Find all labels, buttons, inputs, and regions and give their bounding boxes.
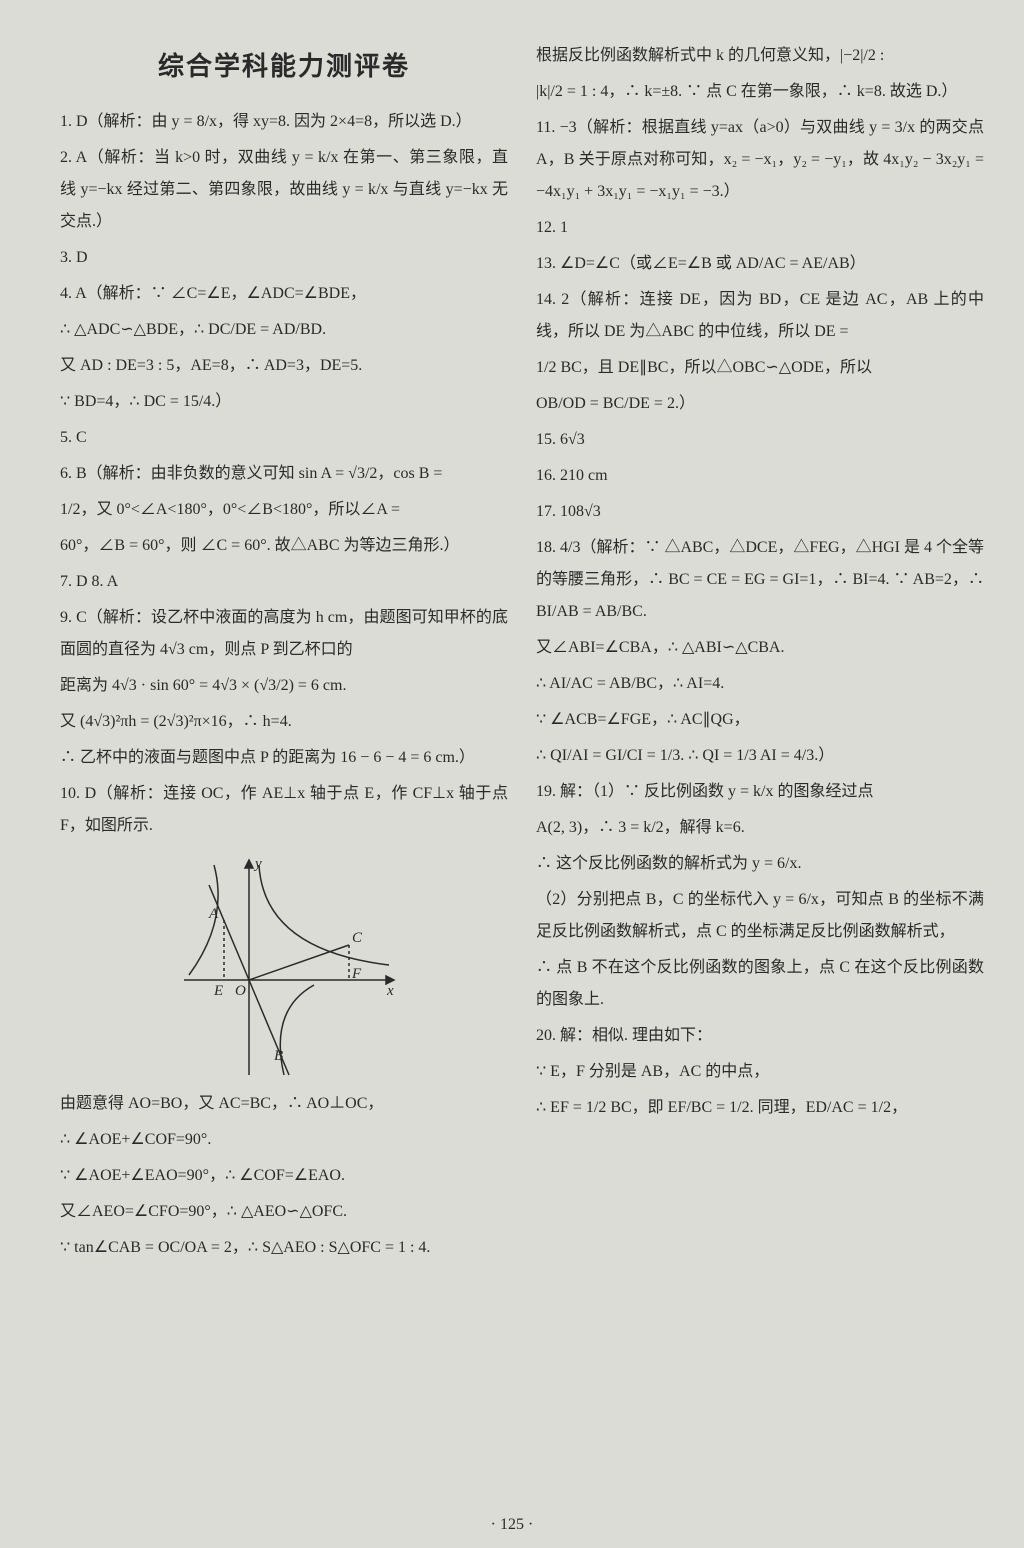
q10-line1: 10. D（解析：连接 OC，作 AE⊥x 轴于点 E，作 CF⊥x 轴于点 F…: [60, 778, 508, 842]
q7-q8: 7. D 8. A: [60, 566, 508, 598]
q9-line3: 又 (4√3)²πh = (2√3)²π×16，∴ h=4.: [60, 706, 508, 738]
page-title: 综合学科能力测评卷: [60, 40, 508, 92]
q6-line1: 6. B（解析：由非负数的意义可知 sin A = √3/2，cos B =: [60, 458, 508, 490]
graph-label-E: E: [213, 983, 223, 999]
q18-line3: ∴ AI/AC = AB/BC，∴ AI=4.: [536, 668, 984, 700]
q17: 17. 108√3: [536, 496, 984, 528]
q10-line3: ∴ ∠AOE+∠COF=90°.: [60, 1124, 508, 1156]
q18-line1: 18. 4/3（解析：∵ △ABC，△DCE，△FEG，△HGI 是 4 个全等…: [536, 532, 984, 628]
graph-label-B: B: [274, 1048, 283, 1064]
q19-line2: A(2, 3)，∴ 3 = k/2，解得 k=6.: [536, 812, 984, 844]
q19-line5: ∴ 点 B 不在这个反比例函数的图象上，点 C 在这个反比例函数的图象上.: [536, 952, 984, 1016]
q16: 16. 210 cm: [536, 460, 984, 492]
graph-label-x: x: [386, 983, 394, 999]
q13: 13. ∠D=∠C（或∠E=∠B 或 AD/AC = AE/AB）: [536, 248, 984, 280]
q20-line3: ∴ EF = 1/2 BC，即 EF/BC = 1/2. 同理，ED/AC = …: [536, 1092, 984, 1124]
graph-label-F: F: [351, 966, 362, 982]
q4-line4: ∵ BD=4，∴ DC = 15/4.）: [60, 386, 508, 418]
q5: 5. C: [60, 422, 508, 454]
q1: 1. D（解析：由 y = 8/x，得 xy=8. 因为 2×4=8，所以选 D…: [60, 106, 508, 138]
q10-line2: 由题意得 AO=BO，又 AC=BC，∴ AO⊥OC，: [60, 1088, 508, 1120]
page-number: · 125 ·: [0, 1516, 1024, 1534]
graph-label-O: O: [235, 983, 246, 999]
q9-line2: 距离为 4√3 · sin 60° = 4√3 × (√3/2) = 6 cm.: [60, 670, 508, 702]
q10-line6: ∵ tan∠CAB = OC/OA = 2，∴ S△AEO : S△OFC = …: [60, 1232, 508, 1264]
q4-line1: 4. A（解析：∵ ∠C=∠E，∠ADC=∠BDE，: [60, 278, 508, 310]
graph-label-A: A: [208, 906, 219, 922]
q6-line2: 1/2，又 0°<∠A<180°，0°<∠B<180°，所以∠A =: [60, 494, 508, 526]
graph-label-y: y: [253, 856, 262, 872]
q14-line3: OB/OD = BC/DE = 2.）: [536, 388, 984, 420]
q14-line2: 1/2 BC，且 DE∥BC，所以△OBC∽△ODE，所以: [536, 352, 984, 384]
q4-line2: ∴ △ADC∽△BDE，∴ DC/DE = AD/BD.: [60, 314, 508, 346]
q19-line4: （2）分别把点 B，C 的坐标代入 y = 6/x，可知点 B 的坐标不满足反比…: [536, 884, 984, 948]
q10-line7: 根据反比例函数解析式中 k 的几何意义知，|−2|/2 :: [536, 40, 984, 72]
q14-line1: 14. 2（解析：连接 DE，因为 BD，CE 是边 AC，AB 上的中线，所以…: [536, 284, 984, 348]
q10-line8: |k|/2 = 1 : 4，∴ k=±8. ∵ 点 C 在第一象限，∴ k=8.…: [536, 76, 984, 108]
q15: 15. 6√3: [536, 424, 984, 456]
q11: 11. −3（解析：根据直线 y=ax（a>0）与双曲线 y = 3/x 的两交…: [536, 112, 984, 208]
q20-line1: 20. 解：相似. 理由如下：: [536, 1020, 984, 1052]
q3: 3. D: [60, 242, 508, 274]
q19-line3: ∴ 这个反比例函数的解析式为 y = 6/x.: [536, 848, 984, 880]
q6-line3: 60°，∠B = 60°，则 ∠C = 60°. 故△ABC 为等边三角形.）: [60, 530, 508, 562]
q18-line4: ∵ ∠ACB=∠FGE，∴ AC∥QG，: [536, 704, 984, 736]
q10-line4: ∵ ∠AOE+∠EAO=90°，∴ ∠COF=∠EAO.: [60, 1160, 508, 1192]
q10-graph: y x A C E O F B: [169, 850, 399, 1080]
q2: 2. A（解析：当 k>0 时，双曲线 y = k/x 在第一、第三象限，直线 …: [60, 142, 508, 238]
q9-line1: 9. C（解析：设乙杯中液面的高度为 h cm，由题图可知甲杯的底面圆的直径为 …: [60, 602, 508, 666]
q20-line2: ∵ E，F 分别是 AB，AC 的中点，: [536, 1056, 984, 1088]
q9-line4: ∴ 乙杯中的液面与题图中点 P 的距离为 16 − 6 − 4 = 6 cm.）: [60, 742, 508, 774]
q4-line3: 又 AD : DE=3 : 5，AE=8，∴ AD=3，DE=5.: [60, 350, 508, 382]
q18-line5: ∴ QI/AI = GI/CI = 1/3. ∴ QI = 1/3 AI = 4…: [536, 740, 984, 772]
q18-line2: 又∠ABI=∠CBA，∴ △ABI∽△CBA.: [536, 632, 984, 664]
q19-line1: 19. 解：（1）∵ 反比例函数 y = k/x 的图象经过点: [536, 776, 984, 808]
graph-label-C: C: [352, 930, 363, 946]
q10-line5: 又∠AEO=∠CFO=90°，∴ △AEO∽△OFC.: [60, 1196, 508, 1228]
q12: 12. 1: [536, 212, 984, 244]
